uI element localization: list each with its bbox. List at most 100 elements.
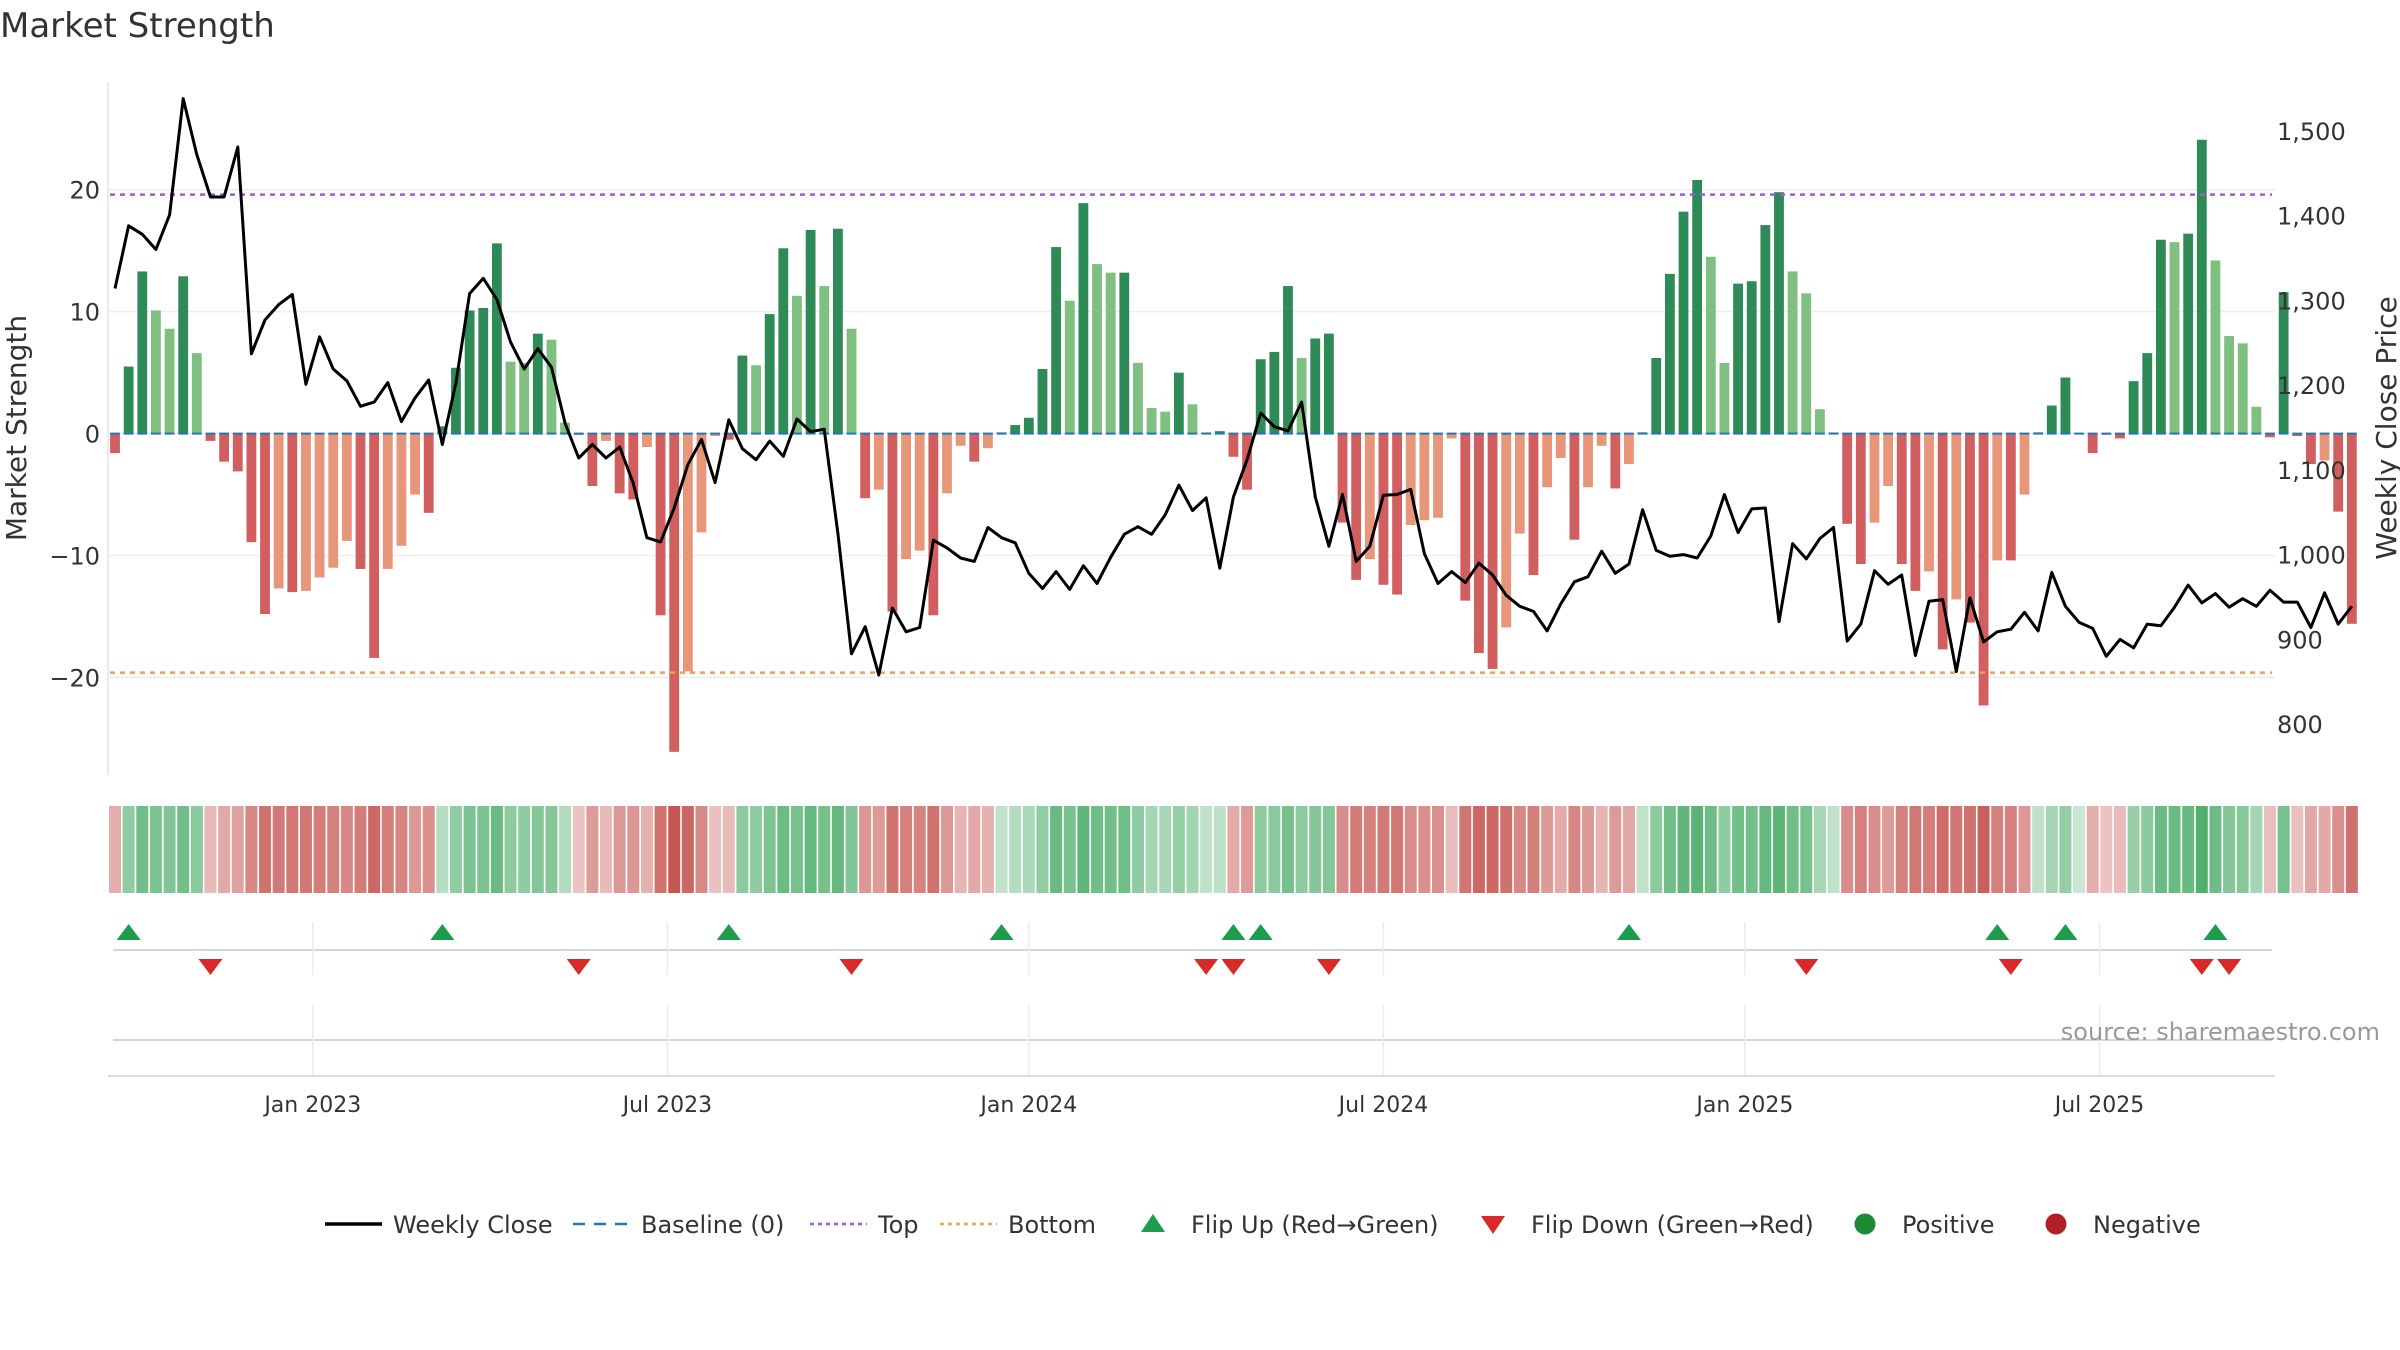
- heat-cell: [600, 806, 613, 893]
- heat-cell: [2223, 806, 2236, 893]
- heat-cell: [422, 806, 435, 893]
- flip-down-marker: [1221, 959, 1246, 975]
- heat-cell: [640, 806, 653, 893]
- legend-label: Weekly Close: [393, 1211, 553, 1239]
- strength-bar: [532, 333, 543, 434]
- heat-cell: [968, 806, 981, 893]
- right-tick-label: 1,100: [2277, 457, 2346, 485]
- strength-bar: [2183, 233, 2194, 434]
- legend-label: Baseline (0): [641, 1211, 784, 1239]
- heat-cell: [2032, 806, 2045, 893]
- strength-bar: [1146, 407, 1157, 434]
- heat-cell: [750, 806, 763, 893]
- heat-cell: [777, 806, 790, 893]
- heat-cell: [1377, 806, 1390, 893]
- legend-label: Flip Down (Green→Red): [1531, 1211, 1814, 1239]
- x-axis: Jan 2023 Jul 2023 Jan 2024 Jul 2024 Jan 2025…: [108, 922, 2275, 1118]
- strength-bar: [1433, 433, 1443, 518]
- right-tick-label: 1,300: [2277, 287, 2346, 315]
- strength-bar: [178, 276, 189, 434]
- legend-swatch: [1141, 1214, 1165, 1232]
- heat-cell: [1582, 806, 1595, 893]
- heat-cell: [1759, 806, 1772, 893]
- strength-bar: [491, 243, 502, 434]
- heat-cell: [477, 806, 490, 893]
- right-tick-label: 1,500: [2277, 118, 2346, 146]
- heat-cell: [1950, 806, 1963, 893]
- strength-bar: [2087, 433, 2098, 454]
- legend-swatch: [1481, 1216, 1505, 1234]
- strength-bar: [560, 422, 571, 434]
- strength-bar: [1010, 425, 1021, 434]
- right-tick-label: 800: [2277, 711, 2323, 739]
- heat-cell: [2304, 806, 2317, 893]
- flip-up-marker: [430, 924, 455, 940]
- heat-cell: [1418, 806, 1431, 893]
- heat-cell: [1936, 806, 1949, 893]
- heat-cell: [1336, 806, 1349, 893]
- heat-cell: [695, 806, 708, 893]
- heat-cell: [1609, 806, 1622, 893]
- heat-cell: [1991, 806, 2004, 893]
- strength-bars: [110, 139, 2357, 752]
- heat-cell: [2059, 806, 2072, 893]
- heat-cell: [2345, 806, 2358, 893]
- strength-bar: [737, 355, 748, 434]
- strength-bar: [887, 433, 898, 612]
- weekly-close-line: [113, 97, 2353, 677]
- strength-bar: [1119, 272, 1130, 434]
- strength-bar: [1855, 433, 1866, 565]
- heat-cell: [1104, 806, 1117, 893]
- flip-down-marker: [1794, 959, 1819, 975]
- strength-bar: [2319, 433, 2330, 461]
- heat-cell: [1309, 806, 1322, 893]
- strength-bar: [1951, 433, 1962, 600]
- heat-cell: [1841, 806, 1854, 893]
- right-tick-label: 1,000: [2277, 542, 2346, 570]
- heat-cell: [1227, 806, 1240, 893]
- strength-bar: [1214, 431, 1225, 434]
- strength-bar: [1569, 433, 1580, 540]
- heat-cell: [2113, 806, 2126, 893]
- flip-up-marker: [1248, 924, 1273, 940]
- strength-bar: [1392, 433, 1402, 595]
- strength-bar: [2278, 292, 2289, 434]
- strength-bar: [1501, 433, 1512, 628]
- strength-bar: [341, 433, 352, 541]
- heat-cell: [1486, 806, 1499, 893]
- strength-bar: [1364, 433, 1375, 560]
- strength-heat-strip: [108, 806, 2358, 893]
- strength-bar: [955, 433, 966, 446]
- flip-up-marker: [989, 924, 1014, 940]
- strength-bar: [1419, 433, 1430, 521]
- strength-bar: [123, 366, 134, 434]
- flip-down-marker: [839, 959, 864, 975]
- strength-bar: [1173, 372, 1184, 434]
- strength-bar: [151, 310, 161, 434]
- heat-cell: [586, 806, 599, 893]
- heat-cell: [1963, 806, 1976, 893]
- heat-cell: [1391, 806, 1404, 893]
- legend-label: Positive: [1902, 1211, 1995, 1239]
- heat-cell: [1800, 806, 1813, 893]
- strength-bar: [1801, 293, 1812, 434]
- heat-cell: [831, 806, 844, 893]
- weekly-close-series: [113, 97, 2353, 677]
- heat-cell: [1145, 806, 1158, 893]
- x-tick-label: Jul 2025: [2053, 1093, 2145, 1118]
- heat-cell: [259, 806, 272, 893]
- strength-bar: [614, 433, 625, 494]
- strength-bar: [723, 433, 734, 440]
- strength-bar: [1351, 433, 1362, 580]
- strength-bar: [2115, 433, 2125, 439]
- strength-bar: [246, 433, 257, 543]
- legend-item: Baseline (0): [573, 1211, 784, 1239]
- heat-cell: [954, 806, 967, 893]
- heat-cell: [136, 806, 149, 893]
- heat-cell: [681, 806, 694, 893]
- strength-bar: [301, 433, 311, 591]
- strength-bar: [696, 433, 707, 533]
- strength-bar: [1787, 271, 1798, 434]
- strength-bar: [1678, 211, 1689, 434]
- heat-cell: [1732, 806, 1745, 893]
